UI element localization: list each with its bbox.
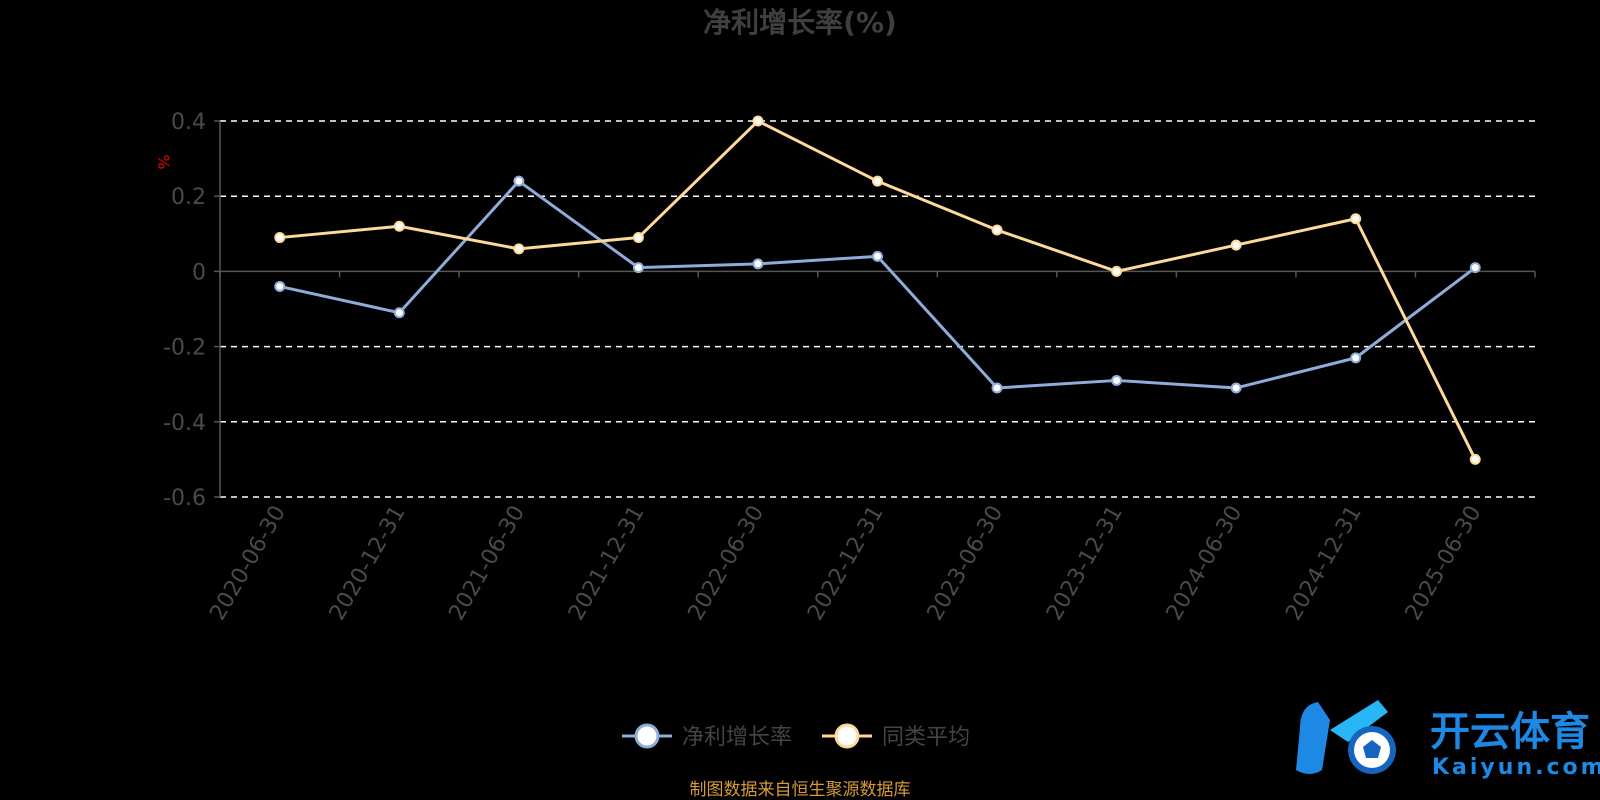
y-tick-label: 0.4 <box>171 110 206 135</box>
axes <box>219 121 1536 497</box>
data-point[interactable] <box>393 220 405 232</box>
x-tick-label: 2022-06-30 <box>684 502 770 625</box>
x-tick-label: 2023-12-31 <box>1042 502 1128 625</box>
y-axis-ticks: 0.4 0.2 0 -0.2 -0.4 -0.6 <box>163 110 220 511</box>
x-tick-label: 2021-12-31 <box>564 502 650 625</box>
series-layer <box>274 115 1481 465</box>
legend-label: 净利增长率 <box>682 725 792 750</box>
x-tick-label: 2024-12-31 <box>1281 502 1367 625</box>
data-point[interactable] <box>274 280 286 292</box>
data-point[interactable] <box>513 175 525 187</box>
source-note: 制图数据来自恒生聚源数据库 <box>690 780 911 800</box>
data-point[interactable] <box>1230 382 1242 394</box>
series-1 <box>274 175 1481 394</box>
data-point[interactable] <box>632 262 644 274</box>
legend-marker <box>834 723 860 749</box>
y-tick-label: -0.6 <box>163 486 206 511</box>
data-point[interactable] <box>1350 352 1362 364</box>
data-point[interactable] <box>991 224 1003 236</box>
data-point[interactable] <box>991 382 1003 394</box>
data-point[interactable] <box>1469 453 1481 465</box>
data-point[interactable] <box>1111 374 1123 386</box>
watermark-en: Kaiyun.com <box>1432 755 1600 780</box>
series-line <box>279 119 1477 461</box>
legend-label: 同类平均 <box>882 725 970 750</box>
x-axis-ticks: 2020-06-30 2020-12-31 2021-06-30 2021-12-31… <box>205 501 1486 624</box>
x-tick-label: 2022-12-31 <box>803 502 889 625</box>
y-axis-unit: % <box>154 154 173 169</box>
data-point[interactable] <box>1230 239 1242 251</box>
y-tick-label: -0.2 <box>163 336 206 361</box>
data-point[interactable] <box>752 258 764 270</box>
data-point[interactable] <box>872 175 883 187</box>
y-tick-label: 0 <box>192 260 206 285</box>
legend[interactable]: 净利增长率 同类平均 <box>622 723 970 750</box>
data-point[interactable] <box>632 232 644 244</box>
x-tick-label: 2021-06-30 <box>444 502 530 625</box>
x-tick-label: 2025-06-30 <box>1401 502 1487 625</box>
x-tick-label: 2023-06-30 <box>923 501 1009 624</box>
series-2 <box>274 115 1481 465</box>
data-point[interactable] <box>513 243 525 255</box>
x-tick-label: 2024-06-30 <box>1162 502 1248 625</box>
legend-item-1[interactable]: 净利增长率 <box>622 723 792 750</box>
data-point[interactable] <box>1350 213 1362 225</box>
data-point[interactable] <box>393 307 405 319</box>
data-point[interactable] <box>872 250 883 262</box>
x-tick-label: 2020-12-31 <box>325 502 411 625</box>
series-line <box>279 179 1477 390</box>
legend-marker <box>634 723 660 749</box>
data-point[interactable] <box>1111 265 1123 277</box>
y-tick-label: -0.4 <box>163 411 206 436</box>
chart-title: 净利增长率(%) <box>703 6 897 39</box>
data-point[interactable] <box>752 115 764 127</box>
y-tick-label: 0.2 <box>171 185 206 210</box>
watermark-cn: 开云体育 <box>1430 709 1590 755</box>
x-tick-label: 2020-06-30 <box>205 502 291 625</box>
logo-icon <box>1296 700 1396 774</box>
legend-item-2[interactable]: 同类平均 <box>822 723 970 750</box>
data-point[interactable] <box>274 232 286 244</box>
watermark-logo: 开云体育 Kaiyun.com <box>1296 700 1600 780</box>
data-point[interactable] <box>1469 262 1481 274</box>
